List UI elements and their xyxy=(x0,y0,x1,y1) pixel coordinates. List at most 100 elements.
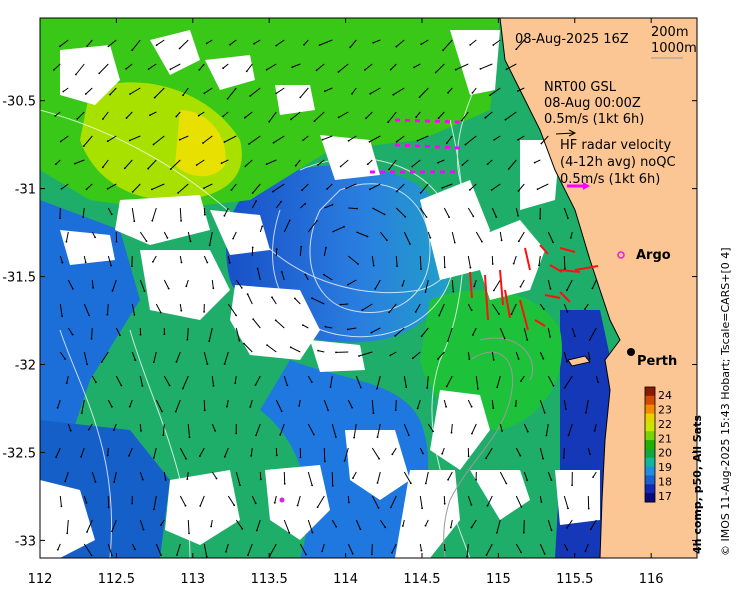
gsl-vector xyxy=(198,111,205,117)
gsl-vector xyxy=(206,39,213,44)
gsl-vector-head xyxy=(75,73,77,76)
gsl-vector xyxy=(107,207,113,215)
gsl-vector xyxy=(475,375,479,389)
gsl-vector xyxy=(515,39,525,50)
gsl-vector xyxy=(466,543,469,557)
gsl-vector-head xyxy=(351,92,353,95)
gsl-vector xyxy=(419,447,424,454)
gsl-vector-head xyxy=(366,235,369,238)
gsl-vector-head xyxy=(169,68,172,71)
gsl-vector-head xyxy=(223,455,226,458)
argo-float-marker[interactable] xyxy=(617,251,625,259)
gsl-vector xyxy=(259,471,262,480)
gsl-vector xyxy=(493,279,501,291)
gsl-vector-head xyxy=(567,217,569,220)
gsl-vector-head xyxy=(106,313,109,316)
gsl-vector xyxy=(203,183,213,189)
gsl-vector-head xyxy=(288,531,291,534)
perth-marker[interactable] xyxy=(627,348,635,356)
gsl-vector xyxy=(415,111,421,118)
gsl-vector-head xyxy=(522,531,525,534)
x-tick-label: 112 xyxy=(28,572,53,587)
gsl-vector-head xyxy=(159,311,162,314)
gsl-vector-head xyxy=(429,236,432,239)
gsl-vector-head xyxy=(515,48,518,51)
gsl-vector xyxy=(331,519,337,528)
gsl-vector-head xyxy=(279,433,282,436)
gsl-vector xyxy=(371,327,381,334)
gsl-vector xyxy=(347,255,359,265)
gsl-vector xyxy=(259,226,263,233)
gsl-vector-head xyxy=(470,309,473,312)
gsl-vector-head xyxy=(542,308,545,310)
gsl-vector-head xyxy=(90,338,93,340)
gsl-vector xyxy=(499,471,507,484)
x-tick-label: 115.5 xyxy=(556,572,593,587)
gsl-legend-arrow xyxy=(555,132,575,135)
gsl-vector xyxy=(235,279,243,289)
gsl-vector-head xyxy=(441,187,444,189)
gsl-vector xyxy=(520,375,525,382)
gsl-vector xyxy=(356,231,368,237)
gsl-vector-head xyxy=(253,42,256,45)
gsl-vector-head xyxy=(255,434,257,437)
gsl-vector-head xyxy=(501,430,503,432)
gsl-vector xyxy=(266,159,277,165)
gsl-vector xyxy=(563,207,569,219)
gsl-vector xyxy=(419,543,422,551)
gsl-vector-head xyxy=(339,165,342,168)
gsl-vector-head xyxy=(305,553,307,556)
gsl-vector-head xyxy=(266,344,268,346)
gsl-vector xyxy=(235,519,243,530)
gsl-vector xyxy=(67,279,74,290)
gsl-vector-head xyxy=(87,428,90,431)
gsl-vector xyxy=(151,207,157,221)
gsl-vector-head xyxy=(588,357,591,360)
gsl-vector-head xyxy=(516,90,519,92)
gsl-vector-head xyxy=(255,529,258,532)
gsl-vector xyxy=(395,39,405,47)
gsl-vector-head xyxy=(444,549,446,551)
gsl-vector xyxy=(390,351,397,356)
gsl-vector-head xyxy=(272,141,275,144)
gsl-vector xyxy=(177,183,189,194)
gsl-vector-head xyxy=(60,505,63,508)
gsl-vector-head xyxy=(493,138,496,141)
gsl-velocity-field xyxy=(52,39,599,558)
gsl-vector-head xyxy=(82,216,84,218)
gsl-vector xyxy=(518,231,525,242)
gsl-vector-head xyxy=(223,363,226,365)
gsl-vector xyxy=(419,207,427,218)
gsl-vector xyxy=(124,159,133,169)
gsl-vector xyxy=(594,423,597,432)
gsl-vector xyxy=(132,183,141,193)
gsl-vector xyxy=(571,327,576,337)
gsl-vector xyxy=(353,423,357,438)
gsl-vector xyxy=(563,303,568,312)
gsl-vector-head xyxy=(110,264,113,267)
gsl-vector-head xyxy=(422,452,424,455)
gsl-vector-head xyxy=(331,203,334,206)
gsl-vector-head xyxy=(545,434,548,437)
plot-frame xyxy=(39,17,698,559)
gsl-vector-head xyxy=(141,478,144,481)
gsl-vector-head xyxy=(128,454,130,457)
gsl-vector xyxy=(511,303,517,315)
gsl-vector-head xyxy=(317,164,319,166)
colorbar-label: 4h comp, p50, All Sats xyxy=(691,415,704,554)
gsl-vector xyxy=(379,231,388,241)
gsl-vector xyxy=(541,135,549,144)
gsl-vector xyxy=(317,159,325,166)
gsl-vector-head xyxy=(64,358,66,360)
gsl-vector xyxy=(299,87,309,98)
gsl-vector xyxy=(279,423,285,435)
gsl-magenta-track xyxy=(370,118,461,174)
argo-float-marker-south[interactable] xyxy=(279,497,285,503)
gsl-vector-head xyxy=(469,44,472,46)
gsl-vector xyxy=(139,519,144,530)
gsl-vector-head xyxy=(437,161,439,164)
gsl-vector xyxy=(224,135,237,143)
gsl-vector-head xyxy=(337,116,340,119)
gsl-vector-head xyxy=(289,346,292,349)
gsl-vector-head xyxy=(119,334,121,337)
